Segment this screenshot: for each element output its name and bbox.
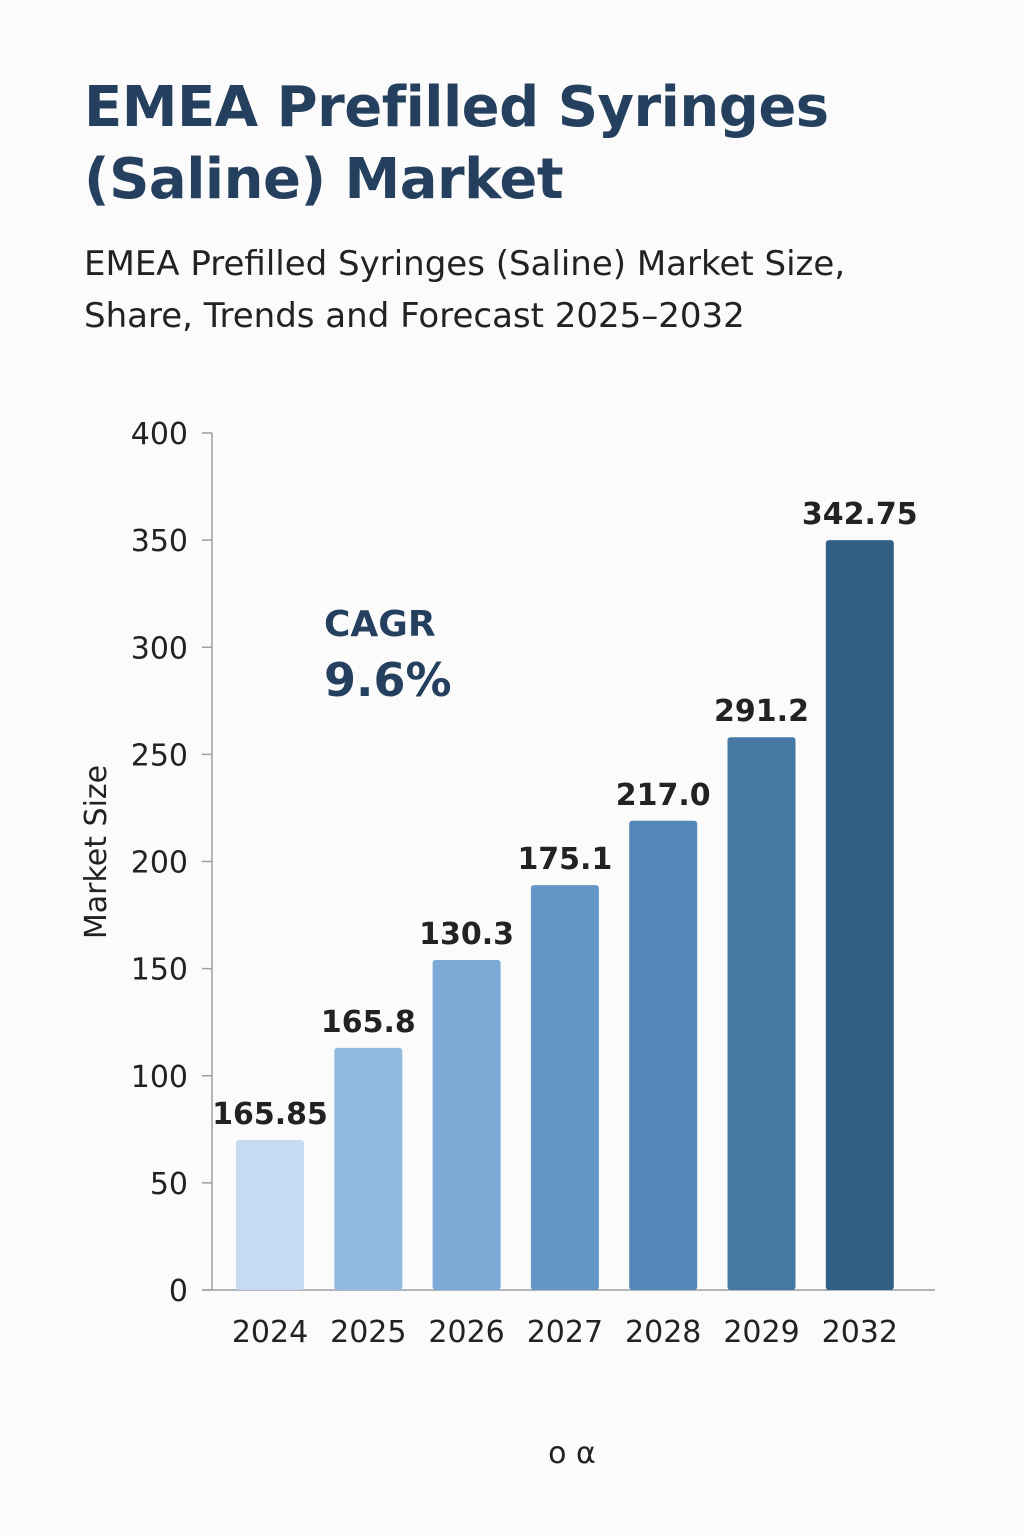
x-tick-label-2028: 2028 xyxy=(625,1315,701,1350)
y-tick-label-100: 100 xyxy=(131,1060,188,1095)
data-label-2025: 165.8 xyxy=(321,1005,416,1040)
y-tick-label-400: 400 xyxy=(131,417,188,452)
cagr-label: CAGR xyxy=(324,604,436,645)
x-tick-label-2025: 2025 xyxy=(330,1315,406,1350)
bar-2032 xyxy=(825,540,894,1290)
bar-2027 xyxy=(530,885,599,1290)
bar-2026 xyxy=(432,960,501,1290)
page-title: EMEA Prefilled Syringes (Saline) Market xyxy=(84,75,829,212)
data-label-2029: 291.2 xyxy=(714,694,809,729)
data-label-2032: 342.75 xyxy=(802,497,918,532)
x-tick-label-2029: 2029 xyxy=(723,1315,799,1350)
bar-2029 xyxy=(727,737,796,1290)
x-tick-label-2032: 2032 xyxy=(822,1315,898,1350)
y-tick-label-250: 250 xyxy=(131,738,188,773)
x-tick-label-2024: 2024 xyxy=(232,1315,308,1350)
y-tick-label-350: 350 xyxy=(131,524,188,559)
y-tick-label-200: 200 xyxy=(131,846,188,881)
bar-chart: 0 50 100 150 200 250 300 350 400 Market Size 165.8… xyxy=(79,417,935,1350)
x-tick-label-2026: 2026 xyxy=(428,1315,504,1350)
data-label-2024: 165.85 xyxy=(212,1097,328,1132)
data-label-2026: 130.3 xyxy=(419,917,514,952)
y-tick-label-300: 300 xyxy=(131,631,188,666)
y-tick-label-0: 0 xyxy=(169,1274,188,1309)
page-subtitle: EMEA Prefilled Syringes (Saline) Market … xyxy=(84,244,846,336)
data-label-2028: 217.0 xyxy=(616,778,711,813)
x-tick-label-2027: 2027 xyxy=(527,1315,603,1350)
y-tick-label-50: 50 xyxy=(150,1167,188,1202)
cagr-value: 9.6% xyxy=(324,653,452,707)
footer-mark: o α xyxy=(548,1436,596,1471)
bar-2028 xyxy=(629,820,698,1290)
y-axis-title: Market Size xyxy=(79,765,114,939)
y-tick-label-150: 150 xyxy=(131,953,188,988)
bar-2024 xyxy=(236,1140,304,1290)
data-label-2027: 175.1 xyxy=(517,842,612,877)
bar-2025 xyxy=(334,1047,403,1290)
